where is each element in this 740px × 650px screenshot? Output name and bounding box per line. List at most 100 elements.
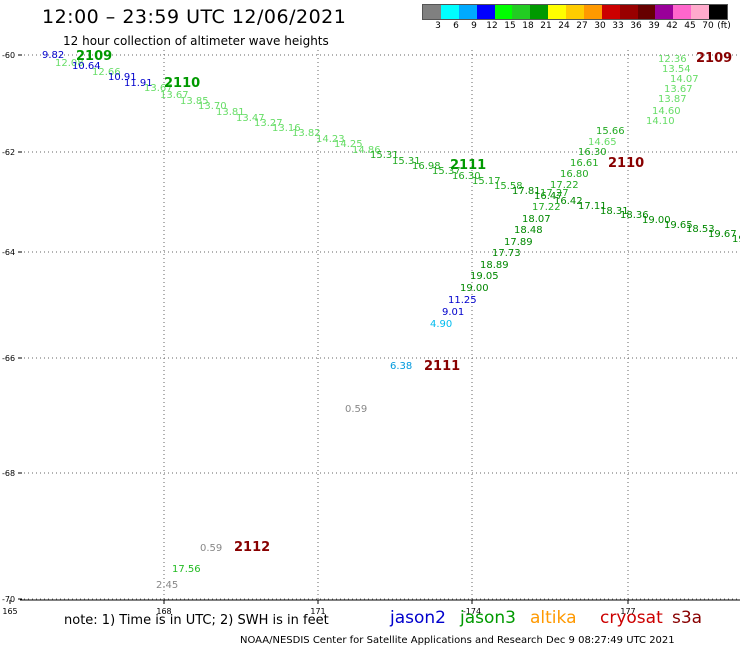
colorbar-swatch — [440, 5, 459, 19]
track-time-label: 2111 — [424, 359, 460, 374]
colorbar-label: 12 — [486, 21, 498, 31]
wave-height-label: 17.81 — [512, 186, 541, 197]
satellite-legend-jason3: jason3 — [460, 608, 516, 628]
wave-height-label: 13.27 — [254, 118, 283, 129]
wave-height-label: 18.36 — [620, 210, 649, 221]
wave-height-label: 15.17 — [472, 176, 501, 187]
grid-lines — [20, 50, 740, 600]
map-subtitle: 12 hour collection of altimeter wave hei… — [63, 34, 329, 48]
track-time-label: 2109 — [696, 51, 732, 66]
wave-height-label: 14.86 — [352, 145, 381, 156]
colorbar-swatch — [709, 5, 727, 19]
wave-height-label: 4.90 — [430, 319, 452, 330]
wave-height-label: 18.07 — [522, 214, 551, 225]
colorbar-swatch — [423, 5, 441, 19]
wave-height-label: 19.00 — [642, 215, 671, 226]
wave-height-label: 13.70 — [198, 101, 227, 112]
wave-height-label: 6.38 — [390, 361, 412, 372]
colorbar-label: 18 — [522, 21, 534, 31]
wave-height-label: 12.36 — [658, 54, 687, 65]
colorbar-swatch — [494, 5, 513, 19]
wave-height-label: 17.22 — [532, 202, 561, 213]
colorbar-swatch — [476, 5, 495, 19]
wave-height-label: 11.91 — [124, 78, 153, 89]
satellite-legend-s3a: s3a — [672, 608, 703, 628]
wave-height-label: 18.89 — [480, 260, 509, 271]
footer-note: note: 1) Time is in UTC; 2) SWH is in fe… — [64, 613, 329, 628]
colorbar-label: 30 — [594, 21, 606, 31]
wave-height-label: 18.53 — [686, 224, 715, 235]
wave-height-label: 13.16 — [272, 123, 301, 134]
wave-height-label: 10.64 — [72, 61, 101, 72]
wave-height-label: 18.31 — [600, 206, 629, 217]
colorbar-swatch — [566, 5, 584, 19]
wave-height-label: 0.59 — [200, 543, 222, 554]
wave-height-label: 15.37 — [432, 166, 461, 177]
wave-height-label: 18.48 — [514, 225, 543, 236]
wave-height-label: 14.60 — [652, 106, 681, 117]
lon-tick-label: 168 — [156, 607, 171, 616]
wave-height-label: 13.67 — [160, 90, 189, 101]
colorbar-label: 42 — [666, 21, 678, 31]
wave-height-label: 19.00 — [460, 283, 489, 294]
lon-tick-label: 171 — [310, 607, 325, 616]
colorbar-label: 9 — [471, 21, 477, 31]
lon-tick-label: 177 — [620, 607, 635, 616]
wave-height-label: 13.87 — [658, 94, 687, 105]
colorbar-swatch — [655, 5, 674, 19]
wave-height-label: 14.23 — [316, 134, 345, 145]
track-time-label: 2110 — [608, 156, 644, 171]
colorbar-label: 21 — [540, 21, 552, 31]
wave-height-label: 19.05 — [470, 271, 499, 282]
colorbar-label: 6 — [453, 21, 459, 31]
colorbar-swatch — [548, 5, 566, 19]
colorbar-swatch — [691, 5, 709, 19]
wave-height-label: 15.66 — [596, 126, 625, 137]
wave-height-label: 14.25 — [334, 139, 363, 150]
colorbar-label: (ft) — [717, 21, 731, 31]
wave-height-label: 13.47 — [236, 113, 265, 124]
satellite-legend-cryosat: cryosat — [600, 608, 663, 628]
colorbar-label: 27 — [576, 21, 588, 31]
observation-labels: 9.8212.0810.6412.6610.9111.9113.6713.671… — [42, 50, 740, 591]
wave-height-label: 13.82 — [292, 128, 321, 139]
wave-height-label: 19 — [732, 234, 740, 245]
lat-tick-label: -64 — [2, 248, 15, 257]
colorbar-label: 15 — [504, 21, 516, 31]
wave-height-label: 17.56 — [172, 564, 201, 575]
wave-height-label: 16.80 — [560, 169, 589, 180]
colorbar-swatch — [673, 5, 692, 19]
wave-height-label: 12.08 — [55, 58, 84, 69]
lat-tick-label: -70 — [2, 595, 15, 604]
wave-height-label: 16.30 — [578, 147, 607, 158]
footer-credit: NOAA/NESDIS Center for Satellite Applica… — [240, 635, 675, 646]
colorbar-label: 39 — [648, 21, 660, 31]
wave-height-label: 16.30 — [452, 171, 481, 182]
wave-height-colorbar — [422, 4, 728, 20]
lon-tick-label: -174 — [463, 607, 481, 616]
wave-height-label: 14.65 — [588, 137, 617, 148]
wave-height-label: 19.67 — [708, 229, 737, 240]
map-axes: 165 168 171 -174 177 -60 -62 -64 -66 -68 -70 — [2, 51, 740, 616]
colorbar-swatch — [512, 5, 531, 19]
wave-height-label: 0.59 — [345, 404, 367, 415]
colorbar-swatch — [583, 5, 602, 19]
wave-height-label: 14.07 — [670, 74, 699, 85]
colorbar-label: 33 — [612, 21, 624, 31]
wave-height-label: 13.81 — [216, 107, 245, 118]
wave-height-label: 17.22 — [550, 180, 579, 191]
lat-tick-label: -60 — [2, 51, 15, 60]
wave-height-label: 16.61 — [570, 158, 599, 169]
wave-height-label: 13.67 — [144, 83, 173, 94]
lat-tick-label: -62 — [2, 148, 15, 157]
wave-height-label: 9.01 — [442, 307, 464, 318]
colorbar-swatch — [637, 5, 656, 19]
wave-height-label: 16.42 — [554, 196, 583, 207]
wave-height-label: 14.10 — [646, 116, 675, 127]
colorbar-labels: 3 6 9 12 15 18 21 24 27 30 33 36 39 42 45 70 (ft) — [422, 21, 740, 33]
colorbar-label: 36 — [630, 21, 642, 31]
wave-height-label: 9.82 — [42, 50, 64, 61]
colorbar-label: 70 — [702, 21, 714, 31]
wave-height-label: 11.25 — [448, 295, 477, 306]
wave-height-label: 2.45 — [156, 580, 178, 591]
